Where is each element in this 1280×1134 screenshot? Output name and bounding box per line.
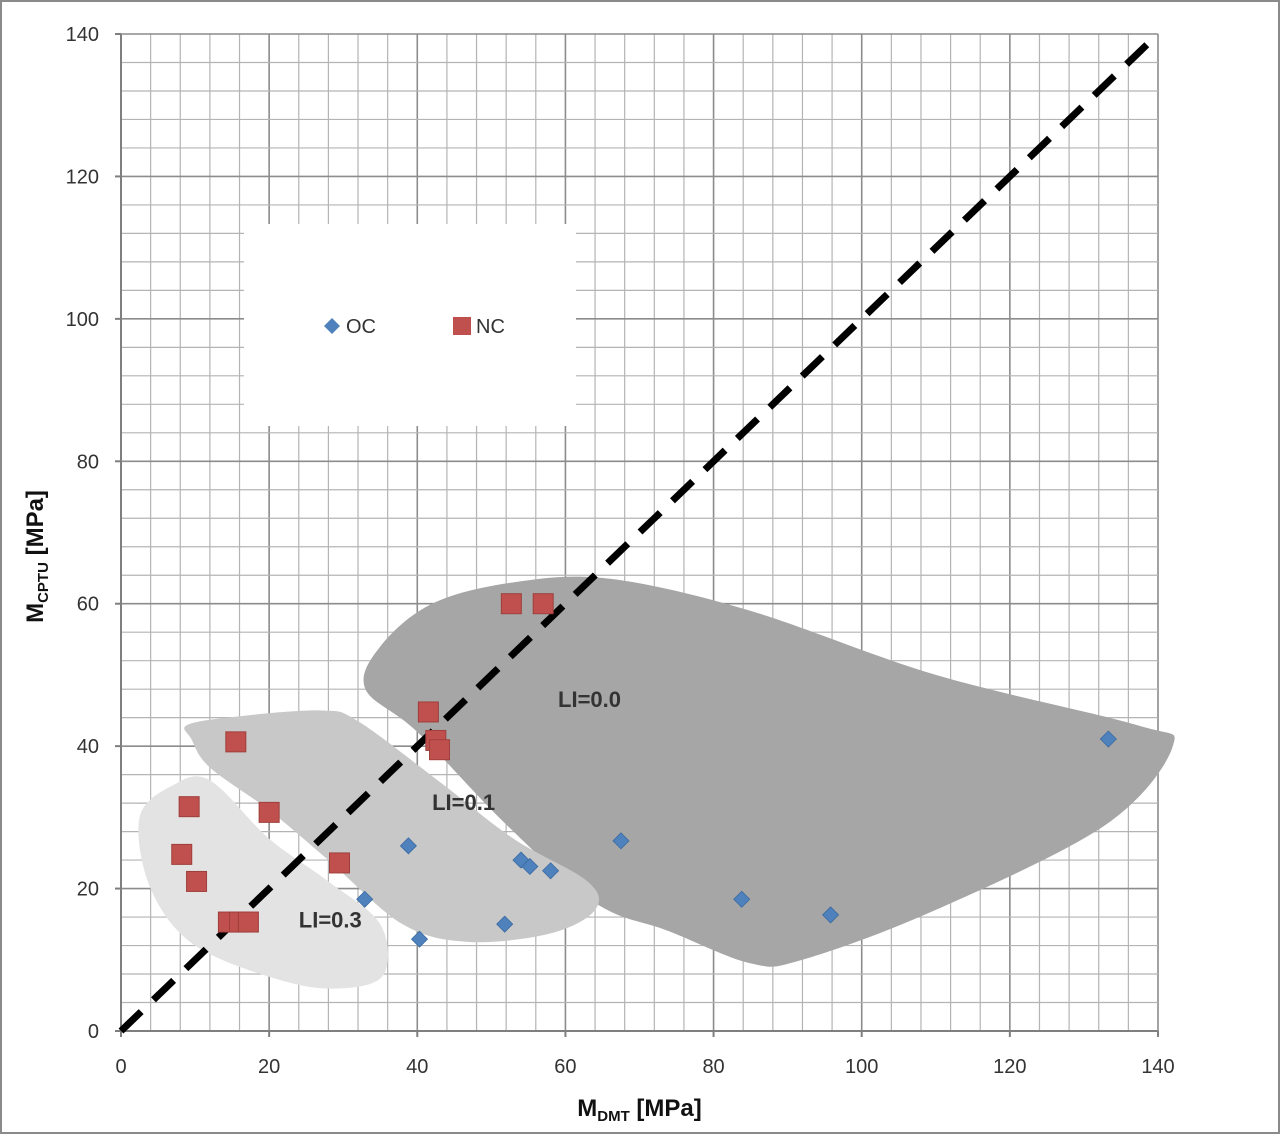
data-point-nc (258, 801, 280, 823)
y-tick-label: 100 (66, 309, 99, 331)
data-point-oc (356, 890, 374, 908)
data-point-nc (417, 701, 439, 723)
region-label-li-0-1: LI=0.1 (432, 790, 495, 815)
legend-box (244, 224, 576, 426)
region-label-li-0-0: LI=0.0 (558, 687, 621, 712)
data-point-nc (186, 870, 208, 892)
region-li-0-3 (138, 776, 389, 989)
data-point-nc (237, 911, 259, 933)
y-axis-title-subscript: CPTU (35, 562, 52, 603)
region-labels: LI=0.0 LI=0.1 LI=0.3 (299, 687, 621, 933)
data-point-oc (399, 837, 417, 855)
x-axis-title-unit: [MPa] (630, 1095, 702, 1122)
x-tick-label: 0 (115, 1056, 126, 1078)
x-axis-title-subscript: DMT (597, 1108, 630, 1125)
x-tick-label: 40 (406, 1056, 428, 1078)
legend-label-nc: NC (476, 316, 505, 338)
y-tick-label: 40 (77, 736, 99, 758)
y-axis-title: MCPTU [MPa] (22, 490, 52, 623)
y-tick-label: 0 (88, 1021, 99, 1043)
data-point-nc (329, 852, 351, 874)
data-point-oc (496, 915, 514, 933)
y-tick-label: 80 (77, 451, 99, 473)
data-point-nc (429, 739, 451, 761)
legend-marker-oc (324, 318, 340, 334)
data-point-oc (521, 857, 539, 876)
reference-line-group (118, 31, 1161, 1034)
x-tick-label: 140 (1141, 1056, 1174, 1078)
data-points (171, 593, 1117, 948)
x-tick-label: 20 (258, 1056, 280, 1078)
data-point-oc (542, 862, 560, 880)
axes: 0 20 40 60 80 100 120 140020406080100120140MDMT… (22, 24, 1175, 1125)
y-tick-label: 20 (77, 879, 99, 901)
x-tick-label: 100 (845, 1056, 878, 1078)
data-point-oc (612, 832, 630, 850)
data-point-nc (178, 796, 200, 818)
y-axis-title-main: M (22, 603, 49, 623)
region-li-0-1 (184, 710, 600, 943)
y-tick-label: 140 (66, 24, 99, 46)
reference-line-1-1 (118, 31, 1161, 1034)
data-point-nc (500, 593, 522, 615)
data-point-nc (171, 843, 193, 865)
x-tick-label: 80 (702, 1056, 724, 1078)
data-point-nc (225, 731, 247, 753)
data-point-oc (1099, 730, 1117, 748)
x-tick-label: 120 (993, 1056, 1026, 1078)
y-tick-label: 120 (66, 166, 99, 188)
x-axis-title: MDMT [MPa] (577, 1095, 702, 1125)
data-point-oc (512, 851, 530, 869)
x-axis-title-main: M (577, 1095, 597, 1122)
legend-marker-nc (453, 317, 471, 335)
y-axis-title-unit: [MPa] (22, 490, 49, 562)
x-tick-label: 60 (554, 1056, 576, 1078)
y-tick-label: 60 (77, 594, 99, 616)
data-point-nc (532, 593, 554, 615)
data-point-oc (410, 930, 429, 948)
data-point-oc (822, 906, 840, 924)
data-point-oc (733, 890, 751, 908)
legend: OC NC (244, 224, 576, 426)
region-label-li-0-3: LI=0.3 (299, 908, 362, 933)
legend-label-oc: OC (346, 316, 376, 338)
regions (138, 576, 1175, 989)
